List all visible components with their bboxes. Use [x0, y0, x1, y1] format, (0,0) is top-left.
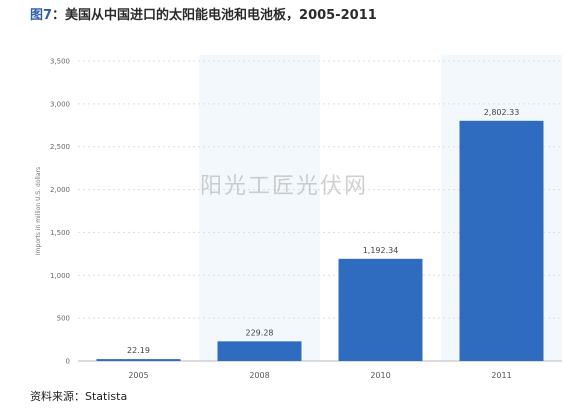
y-axis-title: Imports in million U.S. dollars	[35, 167, 42, 255]
x-tick-label: 2008	[249, 371, 269, 380]
y-tick-label: 3,500	[50, 58, 70, 66]
x-axis-ticks: 2005 2008 2010 2011	[128, 371, 511, 380]
y-tick-label: 3,000	[50, 100, 70, 108]
y-tick-label: 500	[57, 315, 70, 323]
y-tick-label: 1,000	[50, 272, 70, 280]
bars	[96, 120, 544, 361]
x-tick-label: 2010	[370, 371, 390, 380]
figure-number: 图7	[30, 8, 53, 23]
figure-title: 图7：美国从中国进口的太阳能电池和电池板，2005-2011	[30, 6, 377, 26]
source-note: 资料来源：Statista	[30, 390, 128, 403]
bar	[338, 258, 423, 361]
data-labels: 22.19 229.28 1,192.34 2,802.33	[127, 108, 519, 355]
y-tick-label: 2,500	[50, 143, 70, 151]
y-axis-ticks: 0 500 1,000 1,500 2,000 2,500 3,000 3,500	[50, 58, 70, 366]
category-band	[199, 55, 320, 361]
x-tick-label: 2005	[128, 371, 148, 380]
bar	[96, 359, 181, 361]
y-tick-label: 2,000	[50, 186, 70, 194]
data-label: 229.28	[246, 328, 274, 337]
y-tick-label: 1,500	[50, 229, 70, 237]
data-label: 1,192.34	[363, 246, 399, 255]
bar	[217, 341, 302, 361]
figure-title-text: ：美国从中国进口的太阳能电池和电池板，2005-2011	[52, 8, 377, 23]
data-label: 22.19	[127, 346, 150, 355]
bar	[459, 120, 544, 361]
data-label: 2,802.33	[484, 108, 520, 117]
x-tick-label: 2011	[491, 371, 511, 380]
y-tick-label: 0	[66, 358, 70, 366]
